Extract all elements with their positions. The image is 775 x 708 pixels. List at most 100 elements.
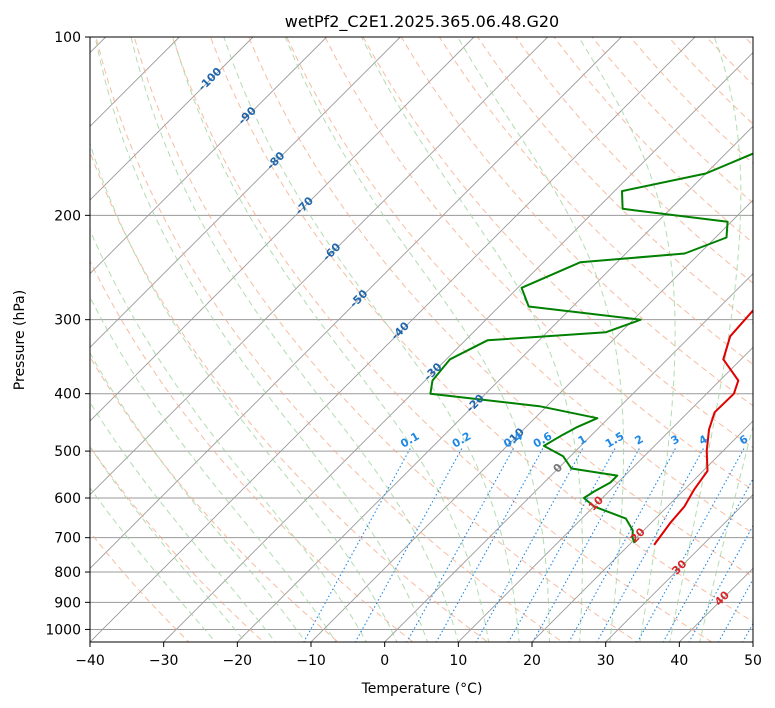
dry-adiabat — [90, 445, 265, 642]
mixing-ratio-label: 2 — [632, 433, 645, 448]
moist-adiabat — [90, 487, 216, 642]
isotherm-line — [90, 37, 401, 348]
x-tick-label: 20 — [523, 653, 541, 669]
dry-adiabat — [438, 37, 753, 366]
mixing-ratio-line — [596, 448, 704, 642]
y-tick-label: 400 — [54, 387, 81, 403]
dry-adiabat — [400, 37, 753, 407]
moist-adiabat — [90, 446, 246, 642]
x-tick-label: 50 — [744, 653, 762, 669]
mixing-ratio-line — [568, 448, 676, 642]
temperature-line — [653, 309, 753, 546]
x-tick-label: 0 — [380, 653, 389, 669]
mixing-ratio-line — [303, 448, 411, 642]
mixing-ratio-line — [742, 622, 753, 642]
chart-title: wetPf2_C2E1.2025.365.06.48.G20 — [285, 12, 559, 32]
mixing-ratio-line — [507, 448, 616, 642]
moist-adiabat — [90, 296, 337, 642]
moist-adiabat — [90, 401, 276, 642]
moist-adiabat — [130, 37, 459, 642]
mixing-ratio-line — [760, 449, 775, 654]
isotherm-line — [237, 125, 753, 642]
dry-adiabat — [171, 37, 713, 642]
moist-adiabat — [699, 423, 753, 642]
dry-adiabat — [756, 10, 775, 654]
moist-adiabat — [90, 142, 398, 642]
mixing-ratio-line — [354, 448, 463, 642]
isotherm-label: -70 — [293, 194, 316, 217]
x-axis: −40 −30 −20 −10 0 10 20 30 40 50 — [75, 642, 762, 669]
isotherm-line — [384, 273, 753, 642]
x-tick-label: −40 — [75, 653, 105, 669]
isotherm-line — [90, 37, 696, 642]
mixing-ratio-label: 3 — [669, 433, 682, 448]
x-tick-label: 30 — [597, 653, 615, 669]
x-tick-label: 40 — [670, 653, 688, 669]
dry-adiabat — [95, 37, 564, 642]
moist-adiabat — [90, 352, 307, 642]
background-lines — [90, 10, 775, 654]
isotherm-label: -40 — [389, 319, 412, 342]
plot-frame — [89, 36, 754, 643]
isotherm-line — [679, 567, 753, 642]
mixing-ratio-line — [406, 448, 514, 642]
moist-adiabat — [284, 37, 550, 642]
dry-adiabat — [286, 37, 753, 534]
isotherm-line — [163, 52, 753, 642]
isotherm-label: -20 — [464, 392, 487, 415]
isotherm-line — [90, 37, 475, 422]
isotherm-line — [90, 37, 327, 275]
isotherm-label: -80 — [264, 149, 287, 172]
isotherm-line — [90, 37, 548, 496]
mixing-ratio-label: 0.2 — [450, 430, 473, 451]
y-tick-label: 100 — [54, 30, 81, 46]
moist-adiabat — [669, 37, 742, 642]
x-tick-label: −20 — [223, 653, 253, 669]
y-tick-label: 1000 — [45, 622, 81, 638]
mixing-ratio-line — [662, 477, 753, 642]
isotherm-label: -100 — [196, 65, 225, 94]
dry-adiabat — [90, 259, 414, 642]
isotherm-label: -50 — [347, 287, 370, 310]
mixing-ratio-line — [475, 448, 584, 642]
moist-adiabat — [90, 228, 367, 642]
mixing-ratio-line — [532, 448, 640, 642]
isotherm-label: -90 — [236, 104, 259, 127]
moist-adiabat — [172, 37, 490, 642]
moist-adiabat — [457, 37, 625, 642]
dry-adiabat — [324, 37, 753, 491]
dry-adiabat — [477, 37, 753, 325]
y-axis: 1000 900 800 700 600 500 400 300 200 100 — [45, 30, 90, 638]
y-tick-label: 900 — [54, 595, 81, 611]
mixing-ratio-label: 8 — [763, 433, 775, 448]
y-tick-label: 700 — [54, 531, 81, 547]
x-tick-label: −30 — [149, 653, 179, 669]
moist-adiabat — [94, 37, 429, 642]
dry-adiabat — [90, 150, 489, 642]
y-tick-label: 600 — [54, 491, 81, 507]
isotherm-line — [458, 346, 753, 642]
y-axis-title: Pressure (hPa) — [12, 290, 28, 390]
isotherm-line — [90, 37, 622, 569]
dry-adiabat — [209, 37, 753, 623]
series-lines — [429, 152, 753, 546]
isotherm-line — [90, 37, 254, 201]
moist-adiabat — [361, 37, 583, 642]
y-tick-label: 500 — [54, 444, 81, 460]
x-tick-label: 10 — [449, 653, 467, 669]
dry-adiabat — [629, 37, 753, 165]
mixing-ratio-line — [636, 448, 745, 642]
isotherm-label: 40 — [712, 588, 732, 608]
isotherm-line — [605, 494, 753, 642]
moist-adiabat — [578, 37, 676, 642]
isotherm-line — [752, 641, 753, 642]
x-tick-label: −10 — [296, 653, 326, 669]
y-tick-label: 800 — [54, 565, 81, 581]
dry-adiabat — [90, 356, 339, 642]
mixing-ratio-label: 0.6 — [531, 429, 555, 450]
dry-adiabat — [515, 37, 753, 284]
dewpoint-line — [429, 152, 753, 544]
x-axis-title: Temperature (°C) — [361, 681, 483, 697]
mixing-ratio-line — [435, 448, 544, 642]
